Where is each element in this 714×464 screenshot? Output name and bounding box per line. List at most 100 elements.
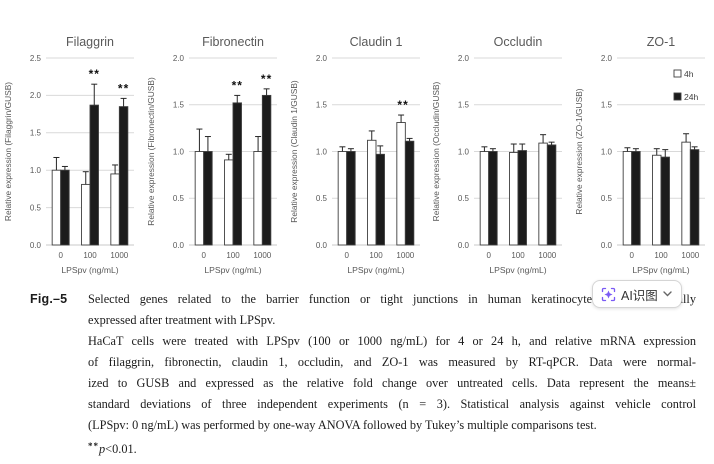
caption-line-4: of filaggrin, fibronectin, claudin 1, oc… (88, 355, 696, 369)
bar-24h-100 (517, 150, 528, 246)
y-axis-title: Relative expression (ZO-1/GUSB) (574, 88, 584, 214)
charts-row: Filaggrin 0.0 0.5 1.0 1.5 2.0 2.5 Relative expr… (3, 0, 706, 284)
y-tick-label: 1.5 (601, 101, 613, 110)
x-axis-title: LPSpv (ng/mL) (204, 265, 261, 275)
legend-label-4h: 4h (684, 69, 694, 79)
legend-swatch-24h (673, 92, 682, 101)
bar-24h-1000 (690, 149, 700, 246)
bar-4h-100 (652, 154, 662, 246)
y-tick-label: 2.0 (601, 54, 613, 63)
pvalue-p: p (99, 442, 106, 456)
bar-4h-1000 (253, 151, 263, 246)
x-tick-label: 1000 (682, 251, 700, 260)
bar-24h-0 (203, 151, 213, 246)
chart-svg: Filaggrin 0.0 0.5 1.0 1.5 2.0 2.5 Relative expr… (3, 35, 134, 275)
bar-4h-0 (480, 151, 490, 246)
bar-4h-100 (509, 151, 519, 246)
bar-4h-100 (366, 139, 377, 246)
y-tick-label: 0.5 (30, 203, 42, 212)
figure-label: Fig.–5 (30, 292, 68, 306)
significance-marker: ** (118, 81, 129, 95)
x-axis-title: LPSpv (ng/mL) (490, 265, 547, 275)
y-tick-label: 2.5 (30, 54, 42, 63)
y-tick-label: 1.5 (173, 101, 185, 110)
ai-image-recognition-badge[interactable]: AI识图 (592, 280, 682, 308)
y-tick-label: 1.5 (30, 129, 42, 138)
caption-line-3: HaCaT cells were treated with LPSpv (100… (88, 334, 696, 348)
chart-title: Claudin 1 (349, 35, 402, 49)
x-tick-label: 100 (512, 251, 526, 260)
bar-24h-1000 (261, 94, 272, 246)
chart-title: Fibronectin (202, 35, 264, 49)
bar-24h-0 (345, 151, 356, 246)
pvalue-line: **p<0.01. (88, 436, 696, 457)
y-tick-label: 2.0 (458, 54, 470, 63)
pvalue-threshold: <0.01. (105, 442, 137, 456)
y-axis-title: Relative expression (Claudin 1/GUSB) (289, 80, 299, 223)
legend-label-24h: 24h (684, 92, 699, 102)
x-tick-label: 1000 (539, 251, 557, 260)
y-tick-label: 0.0 (315, 241, 327, 250)
y-tick-label: 2.0 (173, 54, 185, 63)
bar-24h-1000 (118, 106, 129, 246)
y-tick-label: 0.5 (173, 194, 185, 203)
caption-line-1: Selected genes related to the barrier fu… (88, 292, 696, 306)
bar-24h-0 (488, 151, 499, 246)
x-tick-label: 100 (83, 251, 97, 260)
x-axis-title: LPSpv (ng/mL) (61, 265, 118, 275)
bar-4h-0 (622, 151, 633, 246)
x-tick-label: 0 (58, 251, 63, 260)
y-tick-label: 2.0 (315, 54, 327, 63)
x-tick-label: 1000 (253, 251, 271, 260)
bar-24h-100 (232, 102, 242, 246)
pvalue-stars: ** (88, 441, 99, 451)
y-tick-label: 1.5 (458, 101, 470, 110)
bar-24h-100 (660, 156, 671, 246)
y-tick-label: 1.0 (173, 147, 185, 156)
y-tick-label: 1.0 (30, 166, 42, 175)
x-axis-title: LPSpv (ng/mL) (633, 265, 690, 275)
chart-title: ZO-1 (647, 35, 676, 49)
chart-svg: Occludin 0.0 0.5 1.0 1.5 2.0 Relative expressi… (431, 35, 563, 275)
legend-swatch-4h (673, 69, 682, 78)
y-tick-label: 0.5 (601, 194, 613, 203)
bar-4h-1000 (681, 141, 691, 246)
caption-line-2: expressed after treatment with LPSpv. (88, 313, 276, 327)
y-tick-label: 1.0 (601, 147, 613, 156)
bar-24h-0 (60, 169, 70, 246)
significance-marker: ** (397, 98, 408, 112)
bar-24h-0 (631, 151, 641, 246)
chart-occludin: Occludin 0.0 0.5 1.0 1.5 2.0 Relative expressi… (428, 0, 571, 284)
bar-4h-1000 (110, 173, 120, 246)
bar-4h-100 (81, 183, 91, 246)
bar-4h-1000 (538, 142, 549, 246)
y-tick-label: 1.0 (315, 147, 327, 156)
y-tick-label: 1.5 (315, 101, 327, 110)
significance-marker: ** (231, 78, 242, 92)
y-tick-label: 0.5 (315, 194, 327, 203)
x-tick-label: 0 (201, 251, 206, 260)
chart-svg: Fibronectin 0.0 0.5 1.0 1.5 2.0 Relative expre… (146, 35, 277, 275)
y-tick-label: 2.0 (30, 91, 42, 100)
bar-4h-0 (51, 169, 62, 246)
significance-marker: ** (261, 72, 272, 86)
scan-sparkle-icon (601, 287, 616, 301)
x-tick-label: 0 (487, 251, 492, 260)
bar-4h-0 (194, 151, 204, 246)
chart-title: Filaggrin (66, 35, 114, 49)
y-axis-title: Relative expression (Fibronectin/GUSB) (146, 77, 156, 226)
caption-line-5: ized to GUSB and expressed as the relati… (88, 376, 696, 390)
y-tick-label: 0.0 (30, 241, 42, 250)
chevron-down-icon (663, 291, 672, 297)
y-tick-label: 1.0 (458, 147, 470, 156)
chart-svg: ZO-1 0.0 0.5 1.0 1.5 2.0 Relative expression (… (574, 35, 706, 275)
x-tick-label: 1000 (396, 251, 414, 260)
bar-24h-1000 (404, 140, 414, 246)
bar-24h-1000 (547, 144, 557, 246)
caption-line-7: (LPSpv: 0 ng/mL) was performed by one-wa… (88, 418, 597, 432)
x-tick-label: 100 (655, 251, 669, 260)
x-tick-label: 0 (630, 251, 635, 260)
chart-svg: Claudin 1 0.0 0.5 1.0 1.5 2.0 Relative express… (289, 35, 420, 275)
x-tick-label: 1000 (110, 251, 128, 260)
y-tick-label: 0.5 (458, 194, 470, 203)
